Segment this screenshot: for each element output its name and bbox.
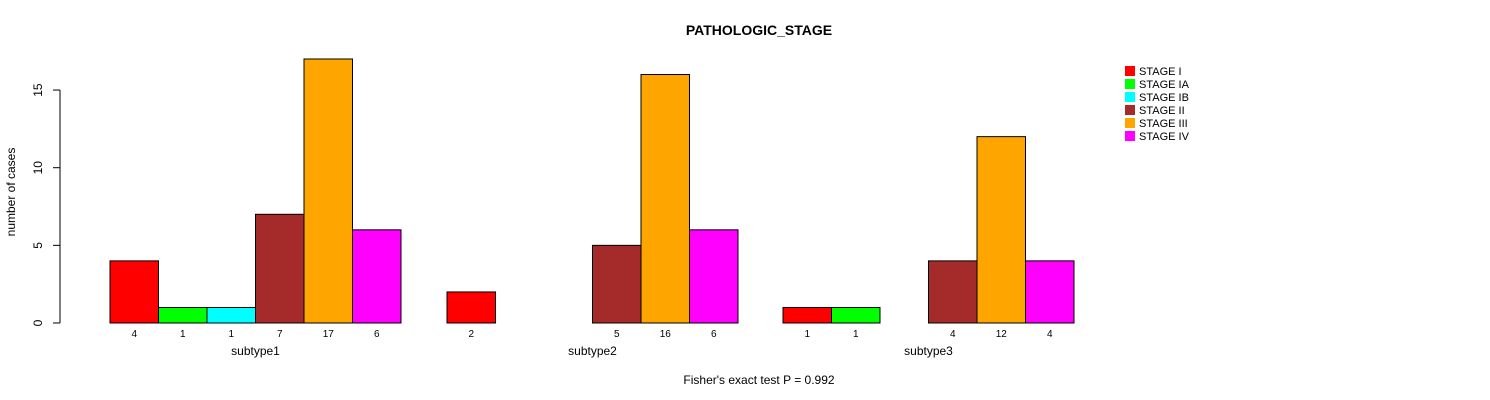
group-label-subtype1: subtype1 (231, 344, 280, 358)
bar-subtype3-stage-iv (1025, 260, 1075, 324)
bar-count-label: 17 (323, 329, 335, 340)
bar-subtype2-stage-iii (640, 74, 690, 324)
bar-subtype2-stage-i (446, 291, 496, 324)
legend-label: STAGE II (1139, 105, 1185, 117)
bar-subtype2-stage-ii (592, 244, 642, 324)
chart-title: PATHOLOGIC_STAGE (686, 22, 832, 38)
legend-swatch (1125, 79, 1135, 89)
bar-count-label: 2 (468, 329, 474, 340)
fisher-test-footer: Fisher's exact test P = 0.992 (683, 373, 834, 387)
bar-subtype3-stage-i (782, 306, 832, 324)
bar-count-label: 5 (614, 329, 620, 340)
bar-count-label: 4 (1047, 329, 1053, 340)
legend-swatch (1125, 118, 1135, 128)
bar-count-label: 1 (804, 329, 810, 340)
bar-subtype2-stage-iv (689, 229, 739, 324)
bar-count-label: 4 (131, 329, 137, 340)
group-label-subtype3: subtype3 (904, 344, 953, 358)
y-axis-title: number of cases (4, 148, 18, 237)
bar-count-label: 1 (180, 329, 186, 340)
y-tick-label: 5 (31, 242, 45, 249)
bar-count-label: 1 (228, 329, 234, 340)
bar-subtype1-stage-iii (303, 58, 353, 324)
bar-subtype3-stage-ia (831, 306, 881, 324)
bar-subtype1-stage-iv (352, 229, 402, 324)
y-tick-label: 15 (31, 83, 45, 97)
bar-subtype1-stage-ib (206, 306, 256, 324)
legend-label: STAGE I (1139, 66, 1182, 78)
bar-count-label: 6 (374, 329, 380, 340)
bar-count-label: 12 (996, 329, 1008, 340)
legend-swatch (1125, 131, 1135, 141)
bar-count-label: 4 (950, 329, 956, 340)
count-labels: 4 1 1 7 17 6 2 5 16 6 1 1 4 12 4 (131, 329, 1053, 340)
bar-count-label: 16 (660, 329, 672, 340)
legend-swatch (1125, 92, 1135, 102)
group-labels: subtype1 subtype2 subtype3 (231, 344, 953, 358)
group-label-subtype2: subtype2 (568, 344, 617, 358)
legend-label: STAGE III (1139, 118, 1188, 130)
y-tick-label: 0 (31, 319, 45, 326)
legend-label: STAGE IB (1139, 92, 1189, 104)
bar-count-label: 1 (853, 329, 859, 340)
bar-subtype1-stage-ii (255, 213, 305, 324)
bar-subtype3-stage-ii (928, 260, 978, 324)
legend-swatch (1125, 66, 1135, 76)
bar-subtype3-stage-iii (976, 136, 1026, 324)
bar-count-label: 7 (277, 329, 283, 340)
y-axis: 0 5 10 15 (31, 83, 61, 326)
y-tick-label: 10 (31, 161, 45, 175)
bars (109, 58, 1075, 324)
legend-label: STAGE IV (1139, 131, 1190, 143)
legend-label: STAGE IA (1139, 79, 1190, 91)
bar-count-label: 6 (711, 329, 717, 340)
bar-subtype1-stage-ia (158, 306, 208, 324)
legend-swatch (1125, 105, 1135, 115)
bar-subtype1-stage-i (109, 260, 159, 324)
